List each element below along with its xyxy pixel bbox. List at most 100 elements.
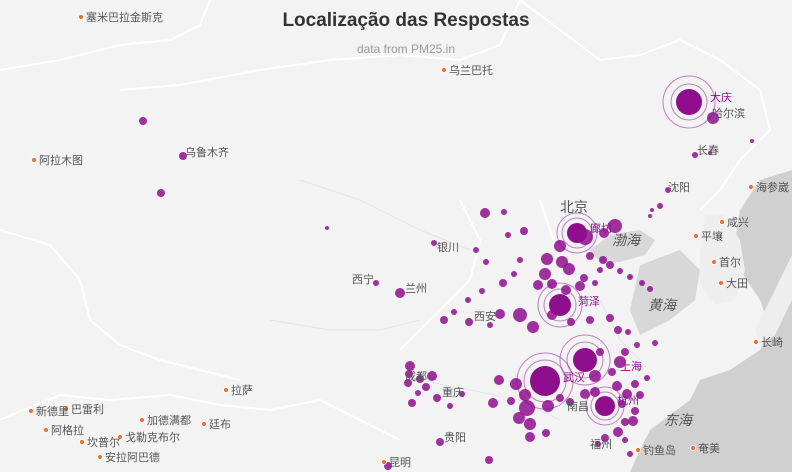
response-point[interactable] [597,267,603,273]
response-point[interactable] [427,371,437,381]
response-point[interactable] [628,416,638,426]
response-point[interactable] [541,253,553,265]
response-point[interactable] [617,268,623,274]
response-point[interactable] [479,288,485,294]
response-point[interactable] [483,259,489,265]
response-point[interactable] [542,400,554,412]
response-point[interactable] [586,316,594,324]
response-point[interactable] [614,326,622,334]
response-point[interactable] [595,441,601,447]
response-point[interactable] [511,271,517,277]
response-point[interactable] [606,261,614,269]
response-point[interactable] [465,318,473,326]
response-point[interactable] [513,412,525,424]
response-point[interactable] [517,257,523,263]
response-point[interactable] [556,394,564,402]
response-point[interactable] [622,389,632,399]
response-point[interactable] [547,279,557,289]
response-point[interactable] [395,288,405,298]
response-point[interactable] [647,286,653,292]
response-point[interactable] [618,400,626,408]
response-point[interactable] [657,203,663,209]
response-point[interactable] [520,227,528,235]
response-point[interactable] [627,451,633,457]
response-point[interactable] [592,280,598,286]
response-point[interactable] [648,214,652,218]
response-point[interactable] [621,348,629,356]
response-point[interactable] [519,389,531,401]
response-point[interactable] [405,361,415,371]
response-point[interactable] [539,268,551,280]
response-point[interactable] [440,316,448,324]
response-point[interactable] [416,375,424,383]
response-point[interactable] [473,247,479,253]
response-point[interactable] [451,309,457,315]
response-point[interactable] [596,348,604,356]
response-point[interactable] [631,380,639,388]
response-point[interactable] [625,329,631,335]
response-point[interactable] [465,297,471,303]
response-point[interactable] [488,398,498,408]
response-point[interactable] [408,399,416,407]
response-point[interactable] [634,342,640,348]
response-point[interactable] [692,152,698,158]
response-point[interactable] [507,397,515,405]
highlighted-response-point[interactable] [567,223,587,243]
response-point[interactable] [707,112,719,124]
response-point[interactable] [652,340,658,346]
response-point[interactable] [599,256,607,264]
response-point[interactable] [613,427,623,437]
response-point[interactable] [621,418,629,426]
response-point[interactable] [575,281,585,291]
response-point[interactable] [533,280,543,290]
response-point[interactable] [527,321,539,333]
response-point[interactable] [580,389,590,399]
highlighted-response-point[interactable] [549,294,571,316]
response-point[interactable] [561,285,571,295]
response-point[interactable] [563,263,575,275]
response-point[interactable] [590,387,600,397]
response-point[interactable] [608,219,622,233]
response-point[interactable] [524,418,536,430]
response-point[interactable] [325,226,329,230]
response-point[interactable] [567,318,575,326]
response-point[interactable] [580,274,588,282]
response-point[interactable] [433,394,441,402]
response-point[interactable] [608,368,616,376]
response-point[interactable] [636,391,644,399]
response-point[interactable] [627,274,633,280]
response-point[interactable] [487,322,493,328]
response-point[interactable] [404,379,412,387]
response-point[interactable] [606,314,614,322]
response-point[interactable] [525,432,535,442]
response-point[interactable] [494,375,504,385]
highlighted-response-point[interactable] [595,396,615,416]
response-point[interactable] [139,117,147,125]
response-point[interactable] [501,209,507,215]
response-point[interactable] [708,151,712,155]
response-point[interactable] [513,308,527,322]
response-point[interactable] [415,390,421,396]
response-point[interactable] [459,391,465,397]
response-point[interactable] [599,228,609,238]
response-point[interactable] [586,252,594,260]
response-point[interactable] [480,208,490,218]
response-point[interactable] [542,429,550,437]
response-point[interactable] [554,240,566,252]
response-point[interactable] [179,152,187,160]
response-point[interactable] [614,356,626,368]
response-point[interactable] [157,189,165,197]
response-point[interactable] [499,279,507,287]
response-point[interactable] [436,438,444,446]
response-point[interactable] [631,407,639,415]
response-point[interactable] [505,232,511,238]
response-point[interactable] [431,240,437,246]
response-point[interactable] [589,370,601,382]
response-point[interactable] [665,187,671,193]
response-point[interactable] [519,400,535,416]
highlighted-response-point[interactable] [676,89,702,115]
response-point[interactable] [650,208,654,212]
response-point[interactable] [639,280,645,286]
response-point[interactable] [750,139,754,143]
highlighted-response-point[interactable] [530,366,560,396]
